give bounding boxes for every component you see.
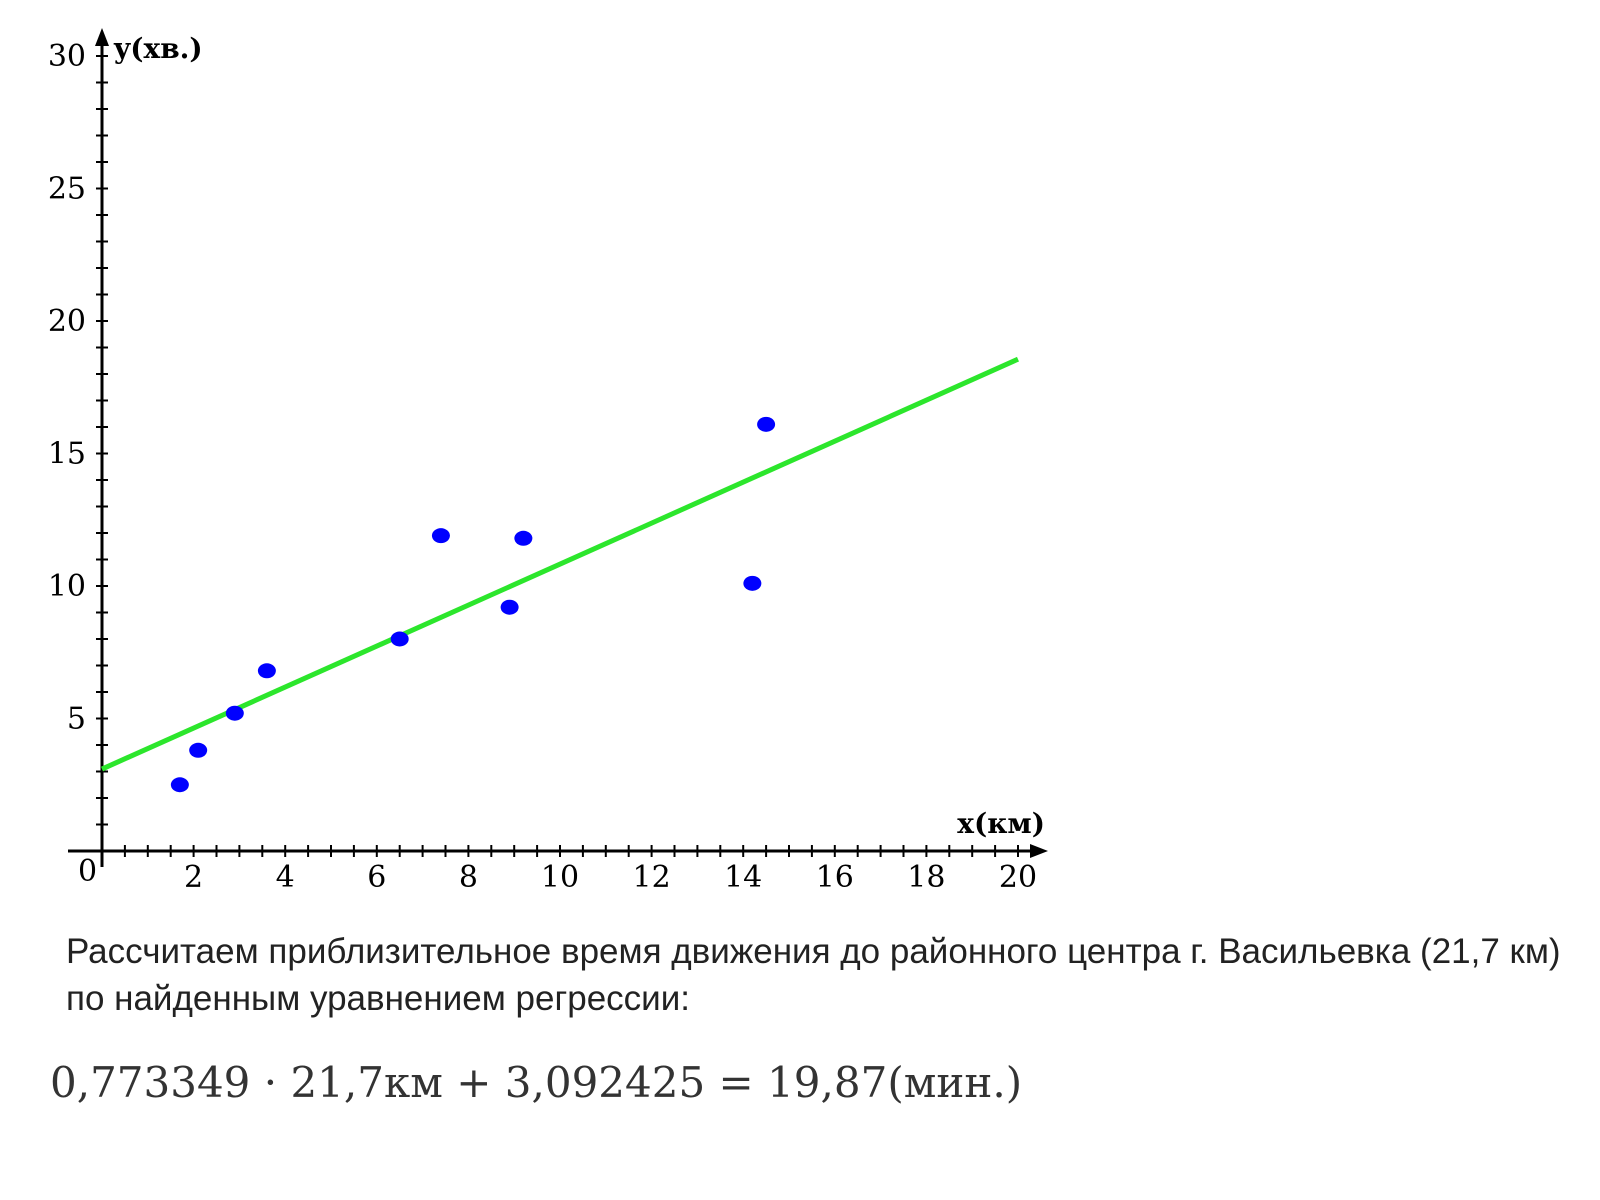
data-point [170, 777, 189, 793]
y-tick-label: 25 [48, 172, 86, 207]
data-points [170, 416, 776, 793]
data-point [257, 663, 276, 679]
data-point [225, 705, 244, 721]
data-point [189, 742, 208, 758]
y-axis-arrow [95, 28, 109, 46]
x-tick-label: 6 [367, 860, 386, 895]
x-tick-label: 12 [633, 860, 671, 895]
data-point [514, 530, 533, 546]
x-axis-arrow [1030, 844, 1048, 858]
y-tick-label: 15 [48, 437, 86, 472]
regression-formula: 0,773349 · 21,7км + 3,092425 = 19,87(мин… [50, 1058, 1023, 1107]
x-tick-label: 16 [816, 860, 854, 895]
y-tick-labels: 5 10 15 20 25 30 [48, 39, 86, 737]
x-tick-label: 2 [184, 860, 203, 895]
data-point [743, 575, 762, 591]
y-tick-label: 10 [48, 569, 86, 604]
x-tick-label: 8 [459, 860, 478, 895]
x-tick-label: 10 [541, 860, 579, 895]
y-tick-label: 20 [48, 304, 86, 339]
caption-text: Рассчитаем приблизительное время движени… [66, 932, 1561, 1018]
origin-label: 0 [78, 854, 97, 889]
y-tick-label: 30 [48, 39, 86, 74]
x-tick-label: 18 [907, 860, 945, 895]
data-point [390, 631, 409, 647]
scatter-chart: 2 4 6 8 10 12 14 16 18 20 5 10 15 20 25 30 0 x(км) y(х… [48, 28, 1048, 895]
x-axis-title: x(км) [957, 807, 1045, 840]
y-axis-title: y(хв.) [113, 32, 203, 65]
x-tick-label: 20 [999, 860, 1037, 895]
regression-line [100, 356, 1020, 772]
data-point [431, 528, 450, 544]
x-tick-labels: 2 4 6 8 10 12 14 16 18 20 [184, 860, 1037, 895]
y-tick-label: 5 [67, 702, 86, 737]
data-point [500, 599, 519, 615]
x-tick-label: 4 [276, 860, 295, 895]
x-tick-label: 14 [724, 860, 762, 895]
data-point [757, 416, 776, 432]
